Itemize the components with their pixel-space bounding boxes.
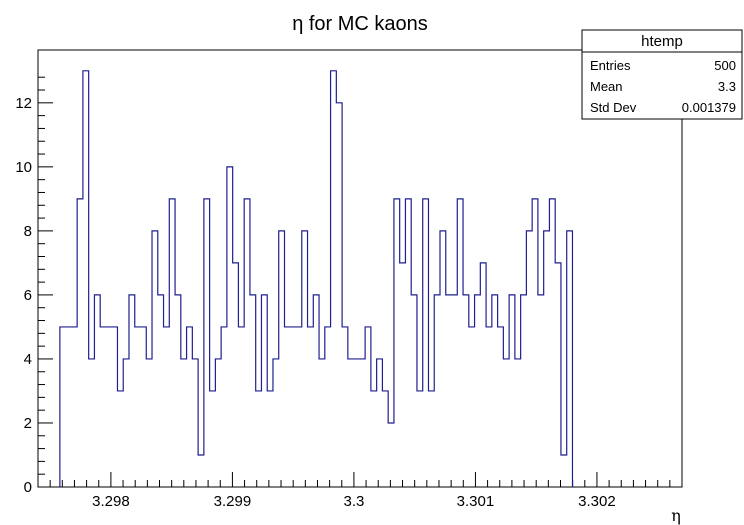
y-tick-labels: 0 2 4 6 8 10 12 [15,95,32,496]
x-tick-label: 3.299 [214,493,252,510]
y-tick-label: 4 [24,351,32,368]
x-tick-label: 3.301 [457,493,495,510]
stats-entries-value: 500 [714,58,736,73]
chart-title: η for MC kaons [292,13,428,35]
x-tick-label: 3.3 [343,493,364,510]
y-tick-label: 6 [24,287,32,304]
histogram-series [59,70,574,487]
stats-stddev-label: Std Dev [590,100,637,115]
stats-mean-value: 3.3 [718,79,736,94]
x-axis-label: η [671,506,681,525]
y-tick-label: 12 [15,95,32,112]
plot-frame [37,49,683,488]
stats-mean-label: Mean [590,79,623,94]
stats-box: htemp Entries 500 Mean 3.3 Std Dev 0.001… [581,29,743,120]
stats-box-frame [581,29,743,120]
axis-ticks [38,76,683,488]
y-tick-label: 0 [24,479,32,496]
stats-box-title: htemp [641,33,683,50]
y-tick-label: 8 [24,223,32,240]
y-tick-label: 2 [24,415,32,432]
x-tick-label: 3.298 [92,493,130,510]
y-tick-label: 10 [15,159,32,176]
x-tick-labels: 3.298 3.299 3.3 3.301 3.302 [92,493,616,510]
x-tick-label: 3.302 [578,493,616,510]
stats-entries-label: Entries [590,58,631,73]
stats-stddev-value: 0.001379 [682,100,736,115]
